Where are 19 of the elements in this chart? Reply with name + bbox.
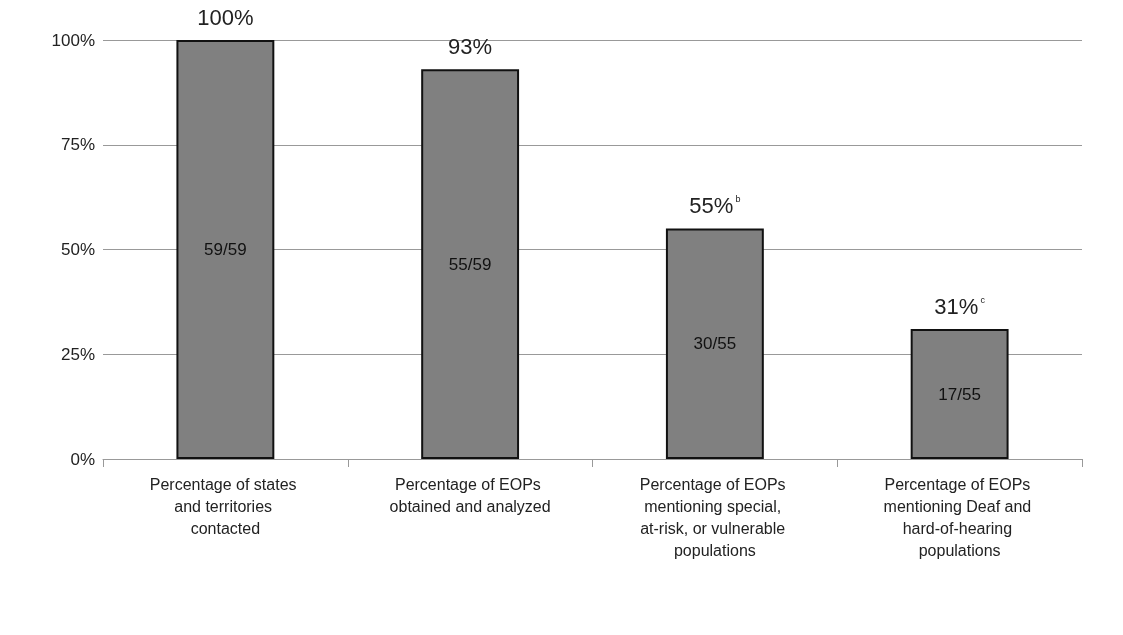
data-label: 100% <box>197 4 254 30</box>
y-tick-label: 0% <box>70 449 95 469</box>
annotation: 17/55 <box>938 384 981 404</box>
x-tick-label: Percentage of EOPs obtained and analyzed <box>389 475 551 515</box>
x-tick-label: Percentage of states and territories contacted <box>149 475 301 537</box>
x-tick-label: Percentage of EOPs mentioning special, at-risk, or vulnerable populations <box>639 475 791 559</box>
bar <box>665 228 764 459</box>
bar <box>910 329 1009 459</box>
annotation: 30/55 <box>693 334 737 354</box>
y-tick-label: 75% <box>60 135 95 155</box>
data-label: 93% <box>448 33 493 59</box>
y-tick-label: 100% <box>51 30 95 50</box>
y-tick-label: 50% <box>60 240 95 259</box>
annotation: 59/59 <box>204 240 247 259</box>
y-tick-label: 25% <box>60 344 95 364</box>
bar <box>421 69 520 459</box>
annotation: 55/59 <box>448 254 492 274</box>
x-tick-label: Percentage of EOPs mentioning Deaf and hard-of-hearing populations <box>883 475 1036 559</box>
bar <box>176 40 275 459</box>
